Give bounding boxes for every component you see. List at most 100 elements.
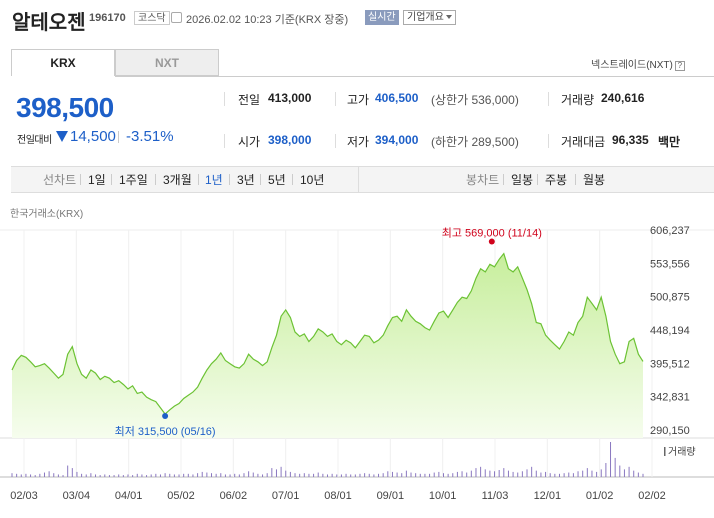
volume-bar (234, 473, 236, 477)
volume-bar (299, 473, 301, 477)
period-10y[interactable]: 10년 (300, 173, 325, 187)
period-5y[interactable]: 5년 (268, 173, 286, 187)
volume-bar (48, 471, 50, 477)
volume-bar (173, 474, 175, 477)
volume-bar (503, 468, 505, 477)
volume-bar (220, 473, 222, 477)
x-tick-label: 12/01 (534, 490, 562, 502)
volume-bar (285, 470, 287, 477)
volume-bar (159, 474, 161, 477)
volume-bar (531, 466, 533, 477)
volume-bar (90, 473, 92, 477)
volume-bar (526, 469, 528, 477)
stock-code: 196170 (89, 12, 126, 24)
divider (537, 174, 538, 185)
x-tick-label: 09/01 (377, 490, 405, 502)
volume-bar (619, 465, 621, 477)
max-label: 최고 569,000 (11/14) (442, 227, 542, 240)
period-1d[interactable]: 1일 (88, 173, 106, 187)
volume-bar (382, 473, 384, 477)
change-label: 전일대비 (17, 135, 52, 146)
volume-bar (25, 473, 27, 477)
volume-bar (169, 473, 171, 477)
volume-bar (350, 474, 352, 477)
volume-bar (517, 472, 519, 477)
x-tick-label: 03/04 (63, 490, 91, 502)
volume-bar (67, 465, 69, 477)
volume-bar (507, 470, 509, 477)
volume-value: 240,616 (601, 91, 645, 105)
volume-bar (545, 471, 547, 477)
volume-bar (563, 473, 565, 477)
volume-bar (262, 474, 264, 477)
volume-bar (313, 473, 315, 477)
volume-bar (359, 473, 361, 477)
company-overview-button[interactable]: 기업개요 (403, 10, 456, 25)
volume-bar (95, 474, 97, 477)
volume-bar (433, 472, 435, 477)
high-label: 고가 (347, 93, 370, 107)
volume-bar (354, 474, 356, 477)
volume-bar (252, 472, 254, 477)
volume-bar (280, 466, 282, 477)
volume-bar (76, 471, 78, 477)
divider (198, 174, 199, 185)
y-tick-label: 290,150 (650, 425, 690, 437)
prev-close-label: 전일 (238, 93, 261, 107)
volume-bar (364, 473, 366, 477)
open-value: 398,000 (268, 133, 312, 147)
volume-bar (600, 469, 602, 477)
period-1w[interactable]: 1주일 (119, 173, 148, 187)
volume-bar (336, 474, 338, 477)
price-line (11, 252, 644, 415)
nxt-link[interactable]: 넥스트레이드(NXT)? (591, 56, 685, 71)
volume-bar (633, 470, 635, 477)
tab-krx[interactable]: KRX (11, 49, 115, 76)
max-marker (488, 238, 495, 245)
period-bar (11, 166, 714, 193)
volume-bar (614, 457, 616, 477)
period-1y[interactable]: 1년 (205, 173, 223, 187)
period-3y[interactable]: 3년 (237, 173, 255, 187)
volume-bar (197, 473, 199, 477)
candle-monthly[interactable]: 월봉 (583, 173, 606, 187)
x-tick-label: 01/02 (586, 490, 614, 502)
volume-bar (623, 469, 625, 477)
period-3m[interactable]: 3개월 (163, 173, 192, 187)
y-tick-label: 395,512 (650, 358, 690, 370)
volume-bar (132, 475, 134, 477)
x-tick-label: 02/03 (10, 490, 38, 502)
volume-bar (456, 471, 458, 477)
divider (224, 92, 225, 106)
min-marker (162, 412, 169, 419)
volume-bar (317, 472, 319, 477)
volume-bar (11, 473, 13, 477)
low-value: 394,000 (375, 133, 419, 147)
volume-bar (331, 473, 333, 477)
volume-bar (554, 473, 556, 477)
volume-bar (248, 471, 250, 477)
volume-bar (572, 473, 574, 477)
x-tick-label: 11/03 (482, 490, 509, 502)
volume-bar (229, 474, 231, 477)
help-icon[interactable]: ? (674, 61, 685, 71)
high-value: 406,500 (375, 91, 419, 105)
divider (118, 131, 119, 143)
candle-weekly[interactable]: 주봉 (545, 173, 568, 187)
candle-daily[interactable]: 일봉 (511, 173, 534, 187)
lower-limit: (하한가 289,500) (431, 135, 519, 149)
volume-bar (591, 470, 593, 477)
volume-bar (489, 470, 491, 477)
volume-bar (396, 472, 398, 477)
realtime-badge: 실시간 (365, 10, 399, 25)
volume-bar (118, 474, 120, 477)
tab-nxt[interactable]: NXT (115, 49, 219, 76)
chart-source: 한국거래소(KRX) (10, 209, 84, 220)
divider (548, 134, 549, 148)
volume-bar (187, 473, 189, 477)
nxt-link-label: 넥스트레이드(NXT) (591, 60, 673, 71)
volume-bar (419, 473, 421, 477)
volume-bar (424, 473, 426, 477)
volume-bar (498, 470, 500, 477)
